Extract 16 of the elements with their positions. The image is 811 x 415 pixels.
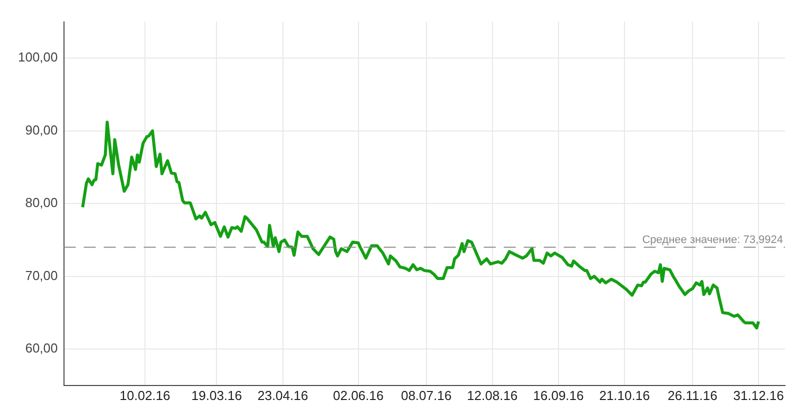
x-tick-label: 19.03.16 <box>191 388 242 403</box>
y-tick-label: 100,00 <box>18 50 58 65</box>
x-tick-label: 31.12.16 <box>733 388 784 403</box>
x-tick-label: 08.07.16 <box>400 388 452 403</box>
y-tick-label: 80,00 <box>25 195 58 210</box>
x-tick-label: 26.11.16 <box>668 388 718 403</box>
ref-line-label: Среднее значение: 73,9924 <box>642 234 783 246</box>
y-tick-label: 90,00 <box>25 122 58 138</box>
x-tick-label: 21.10.16 <box>599 388 650 403</box>
y-tick-label: 70,00 <box>25 268 58 283</box>
x-tick-label: 02.06.16 <box>332 388 384 403</box>
x-tick-label: 16.09.16 <box>533 388 584 403</box>
x-tick-label: 10.02.16 <box>120 388 170 403</box>
x-tick-label: 23.04.16 <box>257 388 308 403</box>
y-tick-label: 60,00 <box>25 340 58 356</box>
x-tick-label: 12.08.16 <box>467 388 518 403</box>
